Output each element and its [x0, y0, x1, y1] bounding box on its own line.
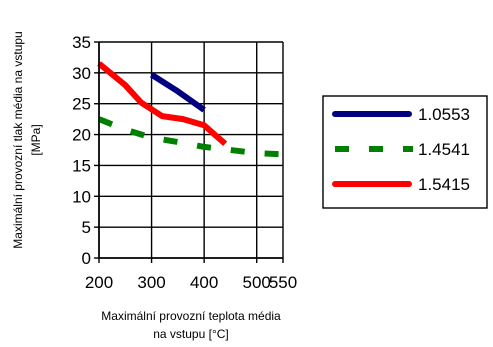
x-tick-label: 300: [137, 273, 165, 292]
x-tick-label: 400: [190, 273, 218, 292]
series-layer: [97, 61, 284, 158]
y-tick-label: 30: [72, 64, 91, 83]
x-tick-label: 550: [269, 273, 297, 292]
legend: 1.0553 1.4541 1.5415: [322, 95, 488, 209]
y-tick-label: 15: [72, 156, 91, 175]
x-tick-label: 500: [243, 273, 271, 292]
y-tick-label: 20: [72, 126, 91, 145]
legend-label-1-4541: 1.4541: [418, 140, 470, 159]
y-tick-label: 35: [72, 33, 91, 52]
x-axis-title: Maximální provozní teplota média na vstup…: [101, 309, 281, 341]
series-line-1-5415: [97, 61, 228, 147]
y-tick-label: 0: [82, 249, 91, 268]
x-axis-title-line: na vstupu [°C]: [153, 327, 229, 341]
grid-layer: [98, 41, 284, 259]
y-axis-title-text: Maximální provozní tlak média na vstupu […: [11, 31, 43, 248]
y-axis-title: Maximální provozní tlak média na vstupu […: [11, 31, 43, 248]
x-axis-title-line: Maximální provozní teplota média: [101, 309, 281, 323]
y-tick-label: 25: [72, 95, 91, 114]
legend-label-1-5415: 1.5415: [418, 175, 470, 194]
legend-label-1-0553: 1.0553: [418, 105, 470, 124]
y-axis-title-line: [MPa]: [29, 124, 43, 155]
y-tick-label: 5: [82, 218, 91, 237]
y-tick-label: 10: [72, 187, 91, 206]
x-tick-label: 200: [85, 273, 113, 292]
y-axis-title-line: Maximální provozní tlak média na vstupu: [11, 31, 25, 248]
series-line-1-0553: [149, 72, 206, 113]
